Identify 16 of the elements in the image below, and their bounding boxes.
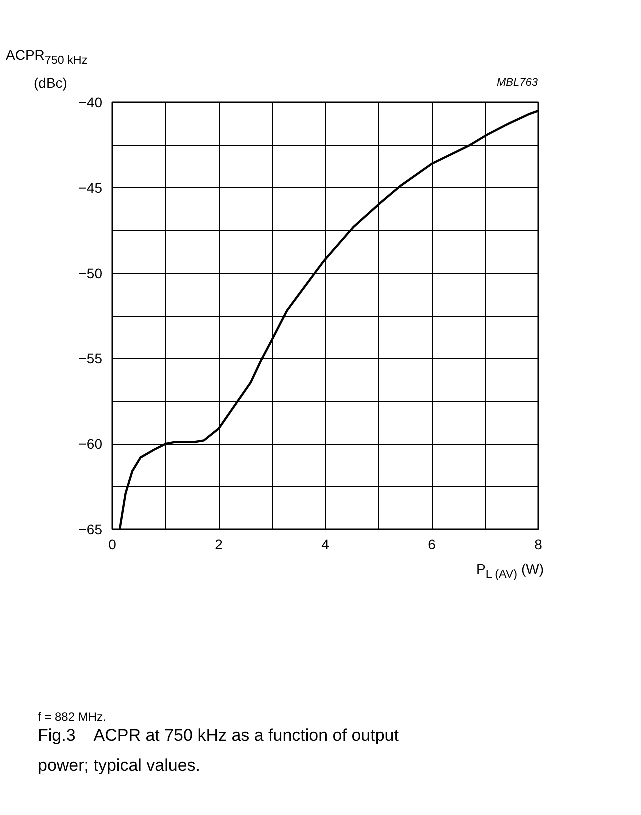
x-tick-label: 2 <box>215 536 224 552</box>
text: f = 882 MHz. <box>38 709 106 726</box>
y-tick-label: −55 <box>78 350 103 367</box>
y-axis-title: ACPR$_{750 kHz}$ (dBc) <box>6 46 88 93</box>
text: MBL763 <box>497 76 538 91</box>
x-tick-label: 6 <box>428 536 436 552</box>
x-tick-label: 0 <box>108 536 117 552</box>
y-tick-label: −40 <box>78 94 103 110</box>
text: Fig.3 ACPR at 750 kHz as a function of output power; typical values. <box>38 726 399 775</box>
x-tick-label: 4 <box>322 536 330 552</box>
y-tick-label: −45 <box>78 180 103 196</box>
x-axis-title: P$_{L (AV)}$ (W) <box>476 560 544 583</box>
y-tick-label: −60 <box>78 436 103 452</box>
y-tick-label: −50 <box>78 265 103 282</box>
x-tick-label: 8 <box>534 536 543 552</box>
y-tick-label: −65 <box>78 522 103 538</box>
